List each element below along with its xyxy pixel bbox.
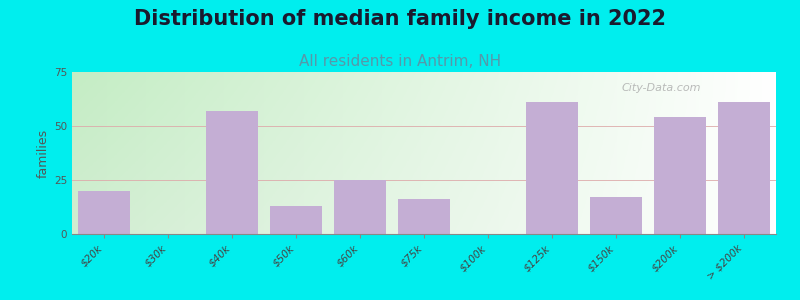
Bar <box>718 102 770 234</box>
Bar <box>654 117 706 234</box>
Y-axis label: families: families <box>37 128 50 178</box>
Text: All residents in Antrim, NH: All residents in Antrim, NH <box>299 54 501 69</box>
Bar <box>398 200 450 234</box>
Bar <box>590 197 642 234</box>
Text: Distribution of median family income in 2022: Distribution of median family income in … <box>134 9 666 29</box>
Bar <box>206 111 258 234</box>
Bar <box>526 102 578 234</box>
Bar <box>270 206 322 234</box>
Text: City-Data.com: City-Data.com <box>621 83 701 93</box>
Bar <box>78 191 130 234</box>
Bar <box>334 180 386 234</box>
